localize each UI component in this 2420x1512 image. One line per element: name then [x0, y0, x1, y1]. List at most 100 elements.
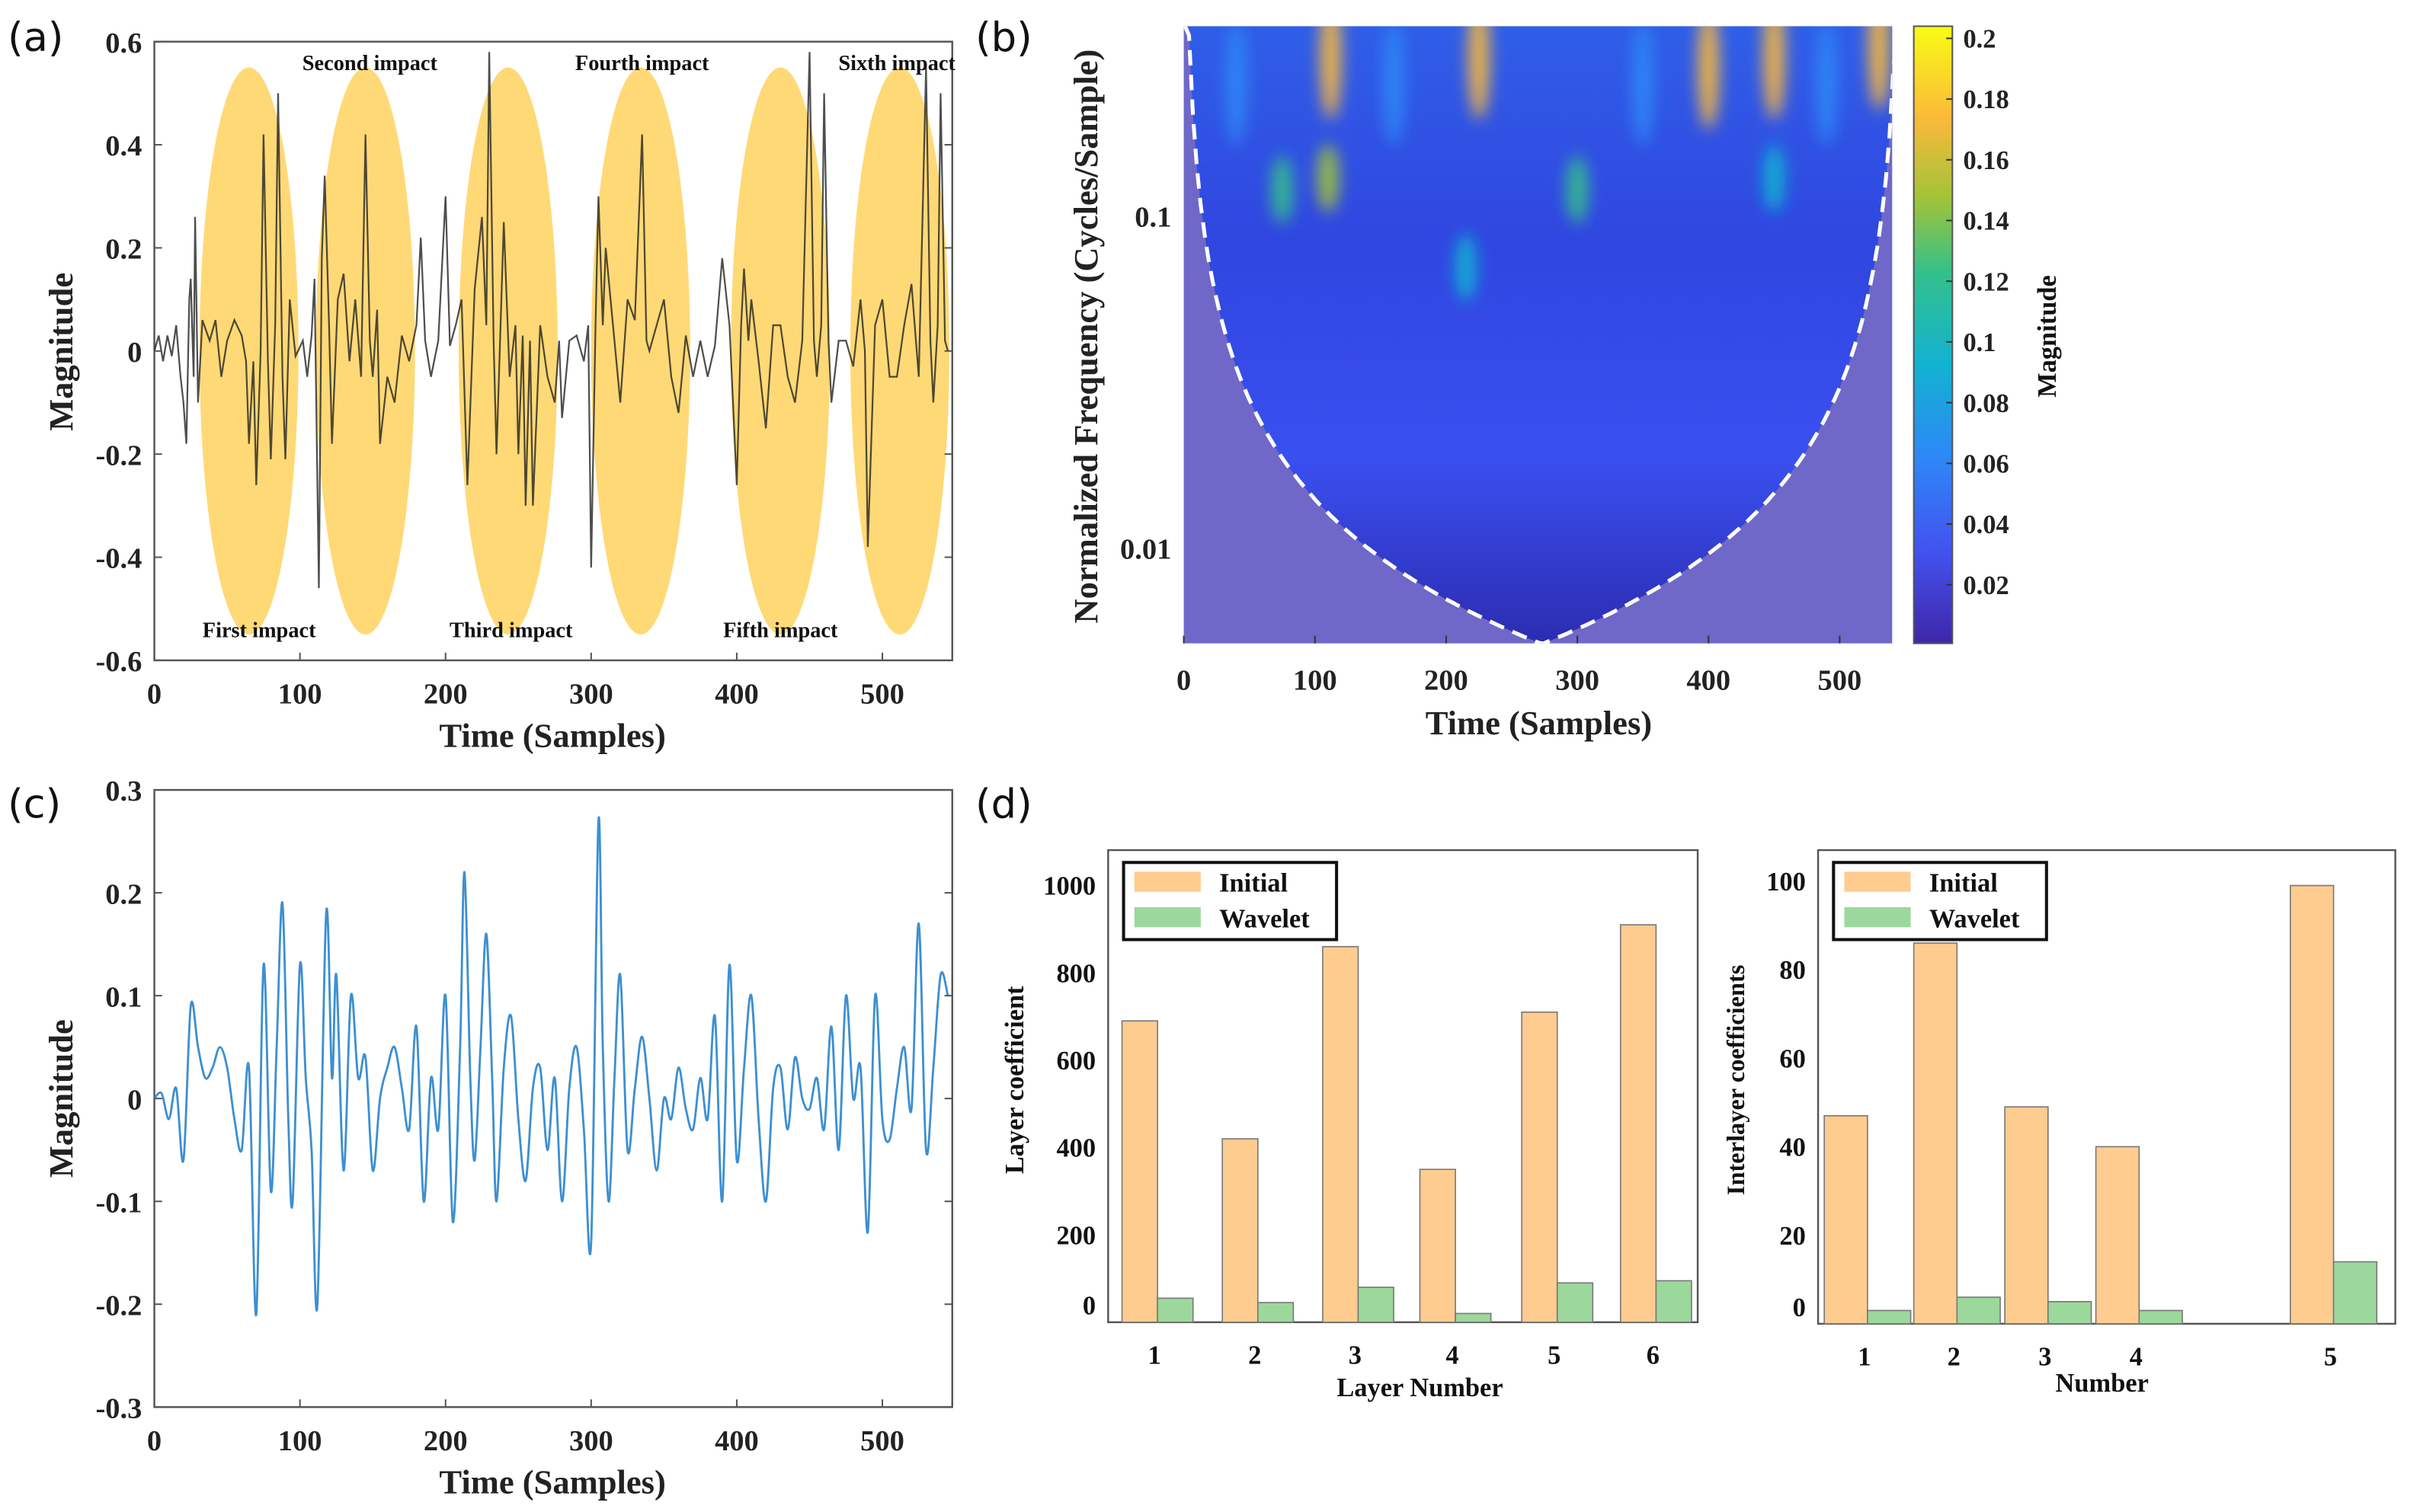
panel-label-b: (b) [975, 14, 1032, 61]
hotspot-14 [1816, 26, 1838, 146]
hotspot-11 [1225, 26, 1247, 146]
impact-annotation-5: Fifth impact [723, 619, 838, 642]
panel-label-d: (d) [975, 782, 1032, 828]
bar-wavelet-2 [1256, 1302, 1295, 1323]
x-tick-label: 0 [147, 1425, 162, 1457]
cone-of-influence-line [1183, 26, 1893, 644]
hotspots [1225, 26, 1890, 302]
plot-content [154, 816, 949, 1317]
y-tick-label: 0.1 [105, 981, 142, 1013]
x-tick-label: 3 [2038, 1343, 2051, 1372]
x-tick-label: 5 [1548, 1341, 1561, 1370]
hotspot-5 [1455, 233, 1477, 302]
x-tick-label: 200 [424, 679, 468, 711]
x-tick-label: 300 [1555, 664, 1599, 696]
y-tick-label: 40 [1779, 1133, 1805, 1162]
x-tick-label: 200 [1424, 664, 1468, 696]
colorbar-tick-label: 0.04 [1963, 510, 2009, 539]
x-tick-label: 400 [715, 679, 759, 711]
legend-swatch-wavelet [1844, 907, 1911, 928]
impact-annotation-1: First impact [203, 619, 316, 642]
y-tick-label: 800 [1056, 959, 1096, 988]
panel-label-a: (a) [8, 14, 63, 61]
bar-initial-3 [2004, 1106, 2049, 1325]
bar-initial-1 [1121, 1020, 1158, 1323]
bar-initial-4 [2095, 1146, 2140, 1325]
xlabel-b: Time (Samples) [1426, 704, 1652, 742]
colorbar-tick-label: 0.02 [1963, 571, 2009, 600]
bar-wavelet-3 [2047, 1301, 2092, 1325]
colorbar-tick-label: 0.08 [1963, 389, 2009, 418]
impact-highlight-4 [591, 67, 690, 635]
hotspot-13 [1631, 26, 1654, 146]
y-tick-label: 0 [127, 1084, 142, 1116]
y-tick-label: 0.4 [105, 130, 142, 162]
xlabel-d2: Number [2056, 1369, 2149, 1398]
plot-content [154, 52, 949, 635]
scalogram-content [1183, 26, 1893, 644]
impact-annotation-3: Third impact [450, 619, 573, 642]
legend-label-initial: Initial [1929, 869, 1998, 898]
x-tick-label: 5 [2324, 1343, 2337, 1372]
x-tick-label: 500 [860, 1425, 904, 1457]
hotspot-6 [1566, 155, 1589, 224]
legend: Initial Wavelet [1832, 861, 2048, 941]
y-tick-label: 20 [1779, 1222, 1805, 1251]
colorbar-tick-label: 0.16 [1963, 146, 2009, 175]
impact-annotation-4: Fourth impact [575, 52, 709, 75]
y-tick-label: 1000 [1043, 872, 1096, 901]
y-tick-label: 0.3 [105, 775, 142, 807]
y-tick-label: -0.2 [95, 1290, 142, 1322]
x-tick-label: 4 [1445, 1341, 1458, 1370]
hotspot-3 [1320, 26, 1342, 120]
hotspot-9 [1763, 144, 1785, 213]
y-tick-label: -0.3 [95, 1392, 142, 1424]
x-tick-label: 400 [1686, 664, 1730, 696]
y-tick-label: -0.2 [95, 440, 142, 472]
bar-wavelet-1 [1867, 1309, 1912, 1325]
y-tick-label: 0 [127, 337, 142, 369]
bar-wavelet-3 [1357, 1287, 1394, 1323]
y-tick-label: 0.01 [1120, 533, 1171, 565]
colorbar-tick-label: 0.12 [1963, 267, 2009, 296]
bar-wavelet-5 [2332, 1261, 2378, 1325]
x-tick-label: 6 [1647, 1341, 1660, 1370]
y-tick-label: 0.2 [105, 878, 142, 910]
cone-region [1185, 26, 1893, 644]
colorbar [1913, 25, 1954, 644]
legend: Initial Wavelet [1122, 861, 1339, 941]
bar-wavelet-5 [1556, 1282, 1594, 1323]
xlabel-a: Time (Samples) [439, 716, 665, 754]
legend-label-wavelet: Wavelet [1219, 904, 1310, 933]
colorbar-label: Magnitude [2033, 275, 2062, 398]
bar-initial-5 [2290, 884, 2335, 1325]
ylabel-c: Magnitude [42, 1019, 80, 1178]
bar-wavelet-1 [1157, 1297, 1194, 1323]
colorbar-tick-label: 0.14 [1963, 207, 2009, 236]
x-tick-label: 0 [1176, 664, 1191, 696]
legend-swatch-initial [1134, 871, 1201, 892]
y-tick-label: 80 [1779, 956, 1805, 985]
x-tick-label: 300 [569, 1425, 613, 1457]
hotspot-10 [1868, 26, 1890, 110]
y-tick-label: -0.1 [95, 1187, 142, 1219]
y-tick-label: 600 [1056, 1047, 1096, 1076]
x-tick-label: 4 [2130, 1343, 2143, 1372]
x-tick-label: 500 [1818, 664, 1862, 696]
impact-annotation-6: Sixth impact [838, 52, 956, 75]
bar-wavelet-4 [1455, 1312, 1492, 1323]
bar-wavelet-2 [1956, 1296, 2001, 1325]
x-tick-label: 2 [1248, 1341, 1261, 1370]
bar-initial-1 [1823, 1114, 1868, 1325]
bar-wavelet-4 [2138, 1309, 2183, 1325]
xlabel-c: Time (Samples) [439, 1463, 665, 1501]
x-tick-label: 100 [1293, 664, 1337, 696]
signal-line [154, 52, 949, 589]
legend-label-wavelet: Wavelet [1929, 904, 2020, 933]
bar-initial-4 [1419, 1168, 1456, 1323]
bar-initial-2 [1913, 942, 1958, 1325]
ylabel-a: Magnitude [42, 273, 80, 431]
colorbar-tick-label: 0.1 [1963, 328, 1996, 357]
x-tick-label: 400 [715, 1425, 759, 1457]
